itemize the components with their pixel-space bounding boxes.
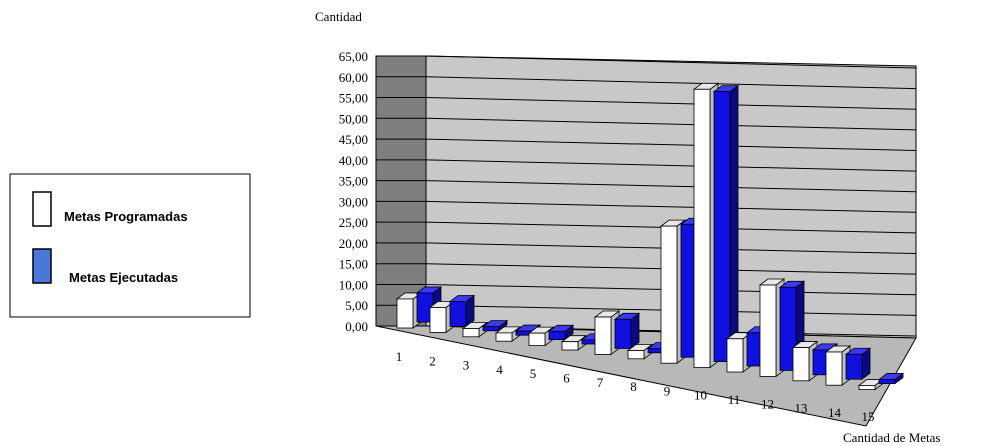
y-tick-label: 55,00 bbox=[339, 91, 368, 106]
bar-programadas-face bbox=[693, 88, 711, 368]
x-tick-label: 1 bbox=[396, 349, 403, 364]
gridline bbox=[425, 200, 917, 213]
y-tick-label: 35,00 bbox=[339, 174, 368, 189]
x-tick-label: 8 bbox=[630, 379, 637, 394]
bar-ejecutadas bbox=[844, 347, 872, 381]
bar-programadas-face bbox=[858, 385, 876, 391]
y-axis: 0,00 5,00 10,00 15,00 20,00 25,00 30,00 35,00 40… bbox=[339, 49, 368, 334]
x-tick-label: 9 bbox=[664, 383, 671, 398]
y-tick-label: 65,00 bbox=[339, 49, 368, 64]
bar-ejecutadas-face bbox=[779, 286, 797, 371]
y-axis-title: Cantidad bbox=[315, 9, 362, 24]
gridline bbox=[425, 76, 917, 90]
gridline bbox=[425, 117, 917, 131]
bar-ejecutadas-face bbox=[878, 379, 896, 385]
bar-ejecutadas-face bbox=[845, 353, 863, 380]
x-tick-label: 15 bbox=[862, 409, 875, 424]
y-tick-label: 10,00 bbox=[339, 277, 368, 292]
bar-programadas-face bbox=[627, 350, 645, 360]
bar-programadas-face bbox=[561, 341, 579, 351]
y-tick-label: 50,00 bbox=[339, 111, 368, 126]
bar-programadas-face bbox=[495, 332, 513, 342]
x-tick-label: 7 bbox=[597, 375, 604, 390]
bar-ejecutadas-face bbox=[614, 318, 632, 349]
gridline bbox=[425, 180, 917, 193]
gridline bbox=[425, 159, 917, 172]
bar-ejecutadas-side bbox=[729, 84, 739, 363]
gridline bbox=[425, 55, 917, 69]
legend-swatch-programadas bbox=[32, 191, 52, 227]
y-tick-label: 60,00 bbox=[339, 70, 368, 85]
legend-label-programadas: Metas Programadas bbox=[64, 209, 188, 224]
bar-programadas-face bbox=[429, 307, 447, 333]
bar-programadas-face bbox=[792, 347, 810, 382]
bar-ejecutadas-face bbox=[548, 330, 566, 340]
x-tick-label: 14 bbox=[828, 405, 842, 420]
bar-programadas-face bbox=[528, 332, 546, 346]
bar-ejecutadas bbox=[547, 324, 575, 341]
bar-ejecutadas bbox=[877, 372, 905, 385]
bar-programadas-face bbox=[759, 284, 777, 377]
bar-ejecutadas bbox=[613, 312, 641, 350]
x-tick-label: 12 bbox=[761, 396, 774, 411]
bar-programadas-face bbox=[726, 338, 744, 373]
bar-ejecutadas-face bbox=[713, 91, 731, 362]
x-tick-label: 4 bbox=[496, 362, 503, 377]
gridline bbox=[425, 138, 917, 151]
legend-swatch-ejecutadas bbox=[32, 248, 52, 284]
y-tick-label: 5,00 bbox=[345, 298, 368, 313]
y-tick-label: 40,00 bbox=[339, 153, 368, 168]
y-tick-label: 30,00 bbox=[339, 194, 368, 209]
bar-programadas-face bbox=[594, 316, 612, 355]
chart-side-wall bbox=[375, 55, 427, 327]
bar-programadas-face bbox=[825, 351, 843, 386]
bar-programadas-face bbox=[660, 225, 678, 364]
legend: Metas Programadas Metas Ejecutadas bbox=[9, 173, 251, 318]
y-tick-label: 20,00 bbox=[339, 236, 368, 251]
x-tick-label: 6 bbox=[563, 371, 570, 386]
bar-ejecutadas bbox=[481, 319, 509, 332]
x-axis-title: Cantidad de Metas bbox=[843, 430, 940, 445]
x-tick-label: 5 bbox=[530, 366, 537, 381]
legend-label-ejecutadas: Metas Ejecutadas bbox=[69, 270, 178, 285]
bar-ejecutadas-face bbox=[482, 326, 500, 332]
y-tick-label: 45,00 bbox=[339, 132, 368, 147]
y-tick-label: 15,00 bbox=[339, 257, 368, 272]
bars bbox=[395, 82, 905, 391]
bar-programadas bbox=[626, 343, 654, 360]
gridline bbox=[425, 97, 917, 110]
bar-ejecutadas bbox=[448, 294, 476, 328]
x-tick-label: 3 bbox=[463, 358, 470, 373]
y-tick-label: 0,00 bbox=[345, 319, 368, 334]
bar-programadas-face bbox=[462, 328, 480, 338]
y-tick-label: 25,00 bbox=[339, 215, 368, 230]
x-tick-label: 2 bbox=[429, 353, 436, 368]
x-tick-label: 10 bbox=[694, 388, 707, 403]
x-axis: 1 2 3 4 5 6 7 8 9 10 11 12 13 14 15 bbox=[396, 349, 875, 424]
x-tick-label: 11 bbox=[728, 392, 741, 407]
bar-programadas-face bbox=[396, 298, 414, 329]
x-tick-label: 13 bbox=[795, 401, 808, 416]
bar-ejecutadas bbox=[712, 84, 740, 363]
bar-ejecutadas-face bbox=[449, 301, 467, 327]
